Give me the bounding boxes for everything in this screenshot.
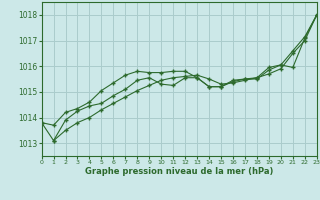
X-axis label: Graphe pression niveau de la mer (hPa): Graphe pression niveau de la mer (hPa): [85, 167, 273, 176]
